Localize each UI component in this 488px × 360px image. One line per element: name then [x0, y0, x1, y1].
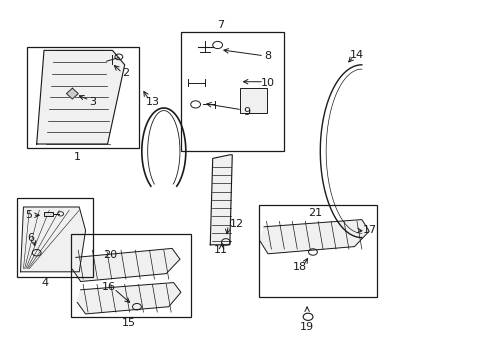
- Text: 1: 1: [74, 152, 81, 162]
- Bar: [259, 205, 376, 297]
- Text: 18: 18: [292, 262, 306, 272]
- Text: 4: 4: [41, 278, 48, 288]
- Text: 12: 12: [229, 219, 244, 229]
- Polygon shape: [77, 283, 181, 314]
- Text: 20: 20: [103, 249, 117, 260]
- Text: 7: 7: [217, 20, 224, 30]
- Bar: [239, 88, 266, 113]
- Text: 17: 17: [362, 225, 376, 235]
- Text: 16: 16: [102, 282, 115, 292]
- Bar: [44, 212, 53, 216]
- Text: 21: 21: [308, 208, 322, 218]
- Text: 6: 6: [27, 233, 34, 243]
- Polygon shape: [210, 155, 232, 245]
- Text: 13: 13: [145, 96, 159, 107]
- Text: 5: 5: [25, 210, 32, 220]
- Text: 11: 11: [214, 245, 227, 255]
- Bar: [181, 32, 283, 151]
- Polygon shape: [260, 220, 368, 254]
- Polygon shape: [20, 207, 85, 272]
- Text: 9: 9: [243, 107, 250, 117]
- Polygon shape: [66, 88, 78, 99]
- Text: 3: 3: [89, 96, 96, 107]
- Text: 14: 14: [349, 50, 363, 60]
- Text: 10: 10: [261, 78, 274, 88]
- Bar: [17, 198, 93, 277]
- Bar: [27, 47, 139, 148]
- Polygon shape: [72, 248, 180, 282]
- Text: 8: 8: [264, 51, 271, 61]
- Bar: [71, 234, 190, 317]
- Text: 2: 2: [122, 68, 129, 78]
- Text: 15: 15: [122, 318, 135, 328]
- Text: 19: 19: [300, 322, 313, 332]
- Polygon shape: [37, 50, 124, 144]
